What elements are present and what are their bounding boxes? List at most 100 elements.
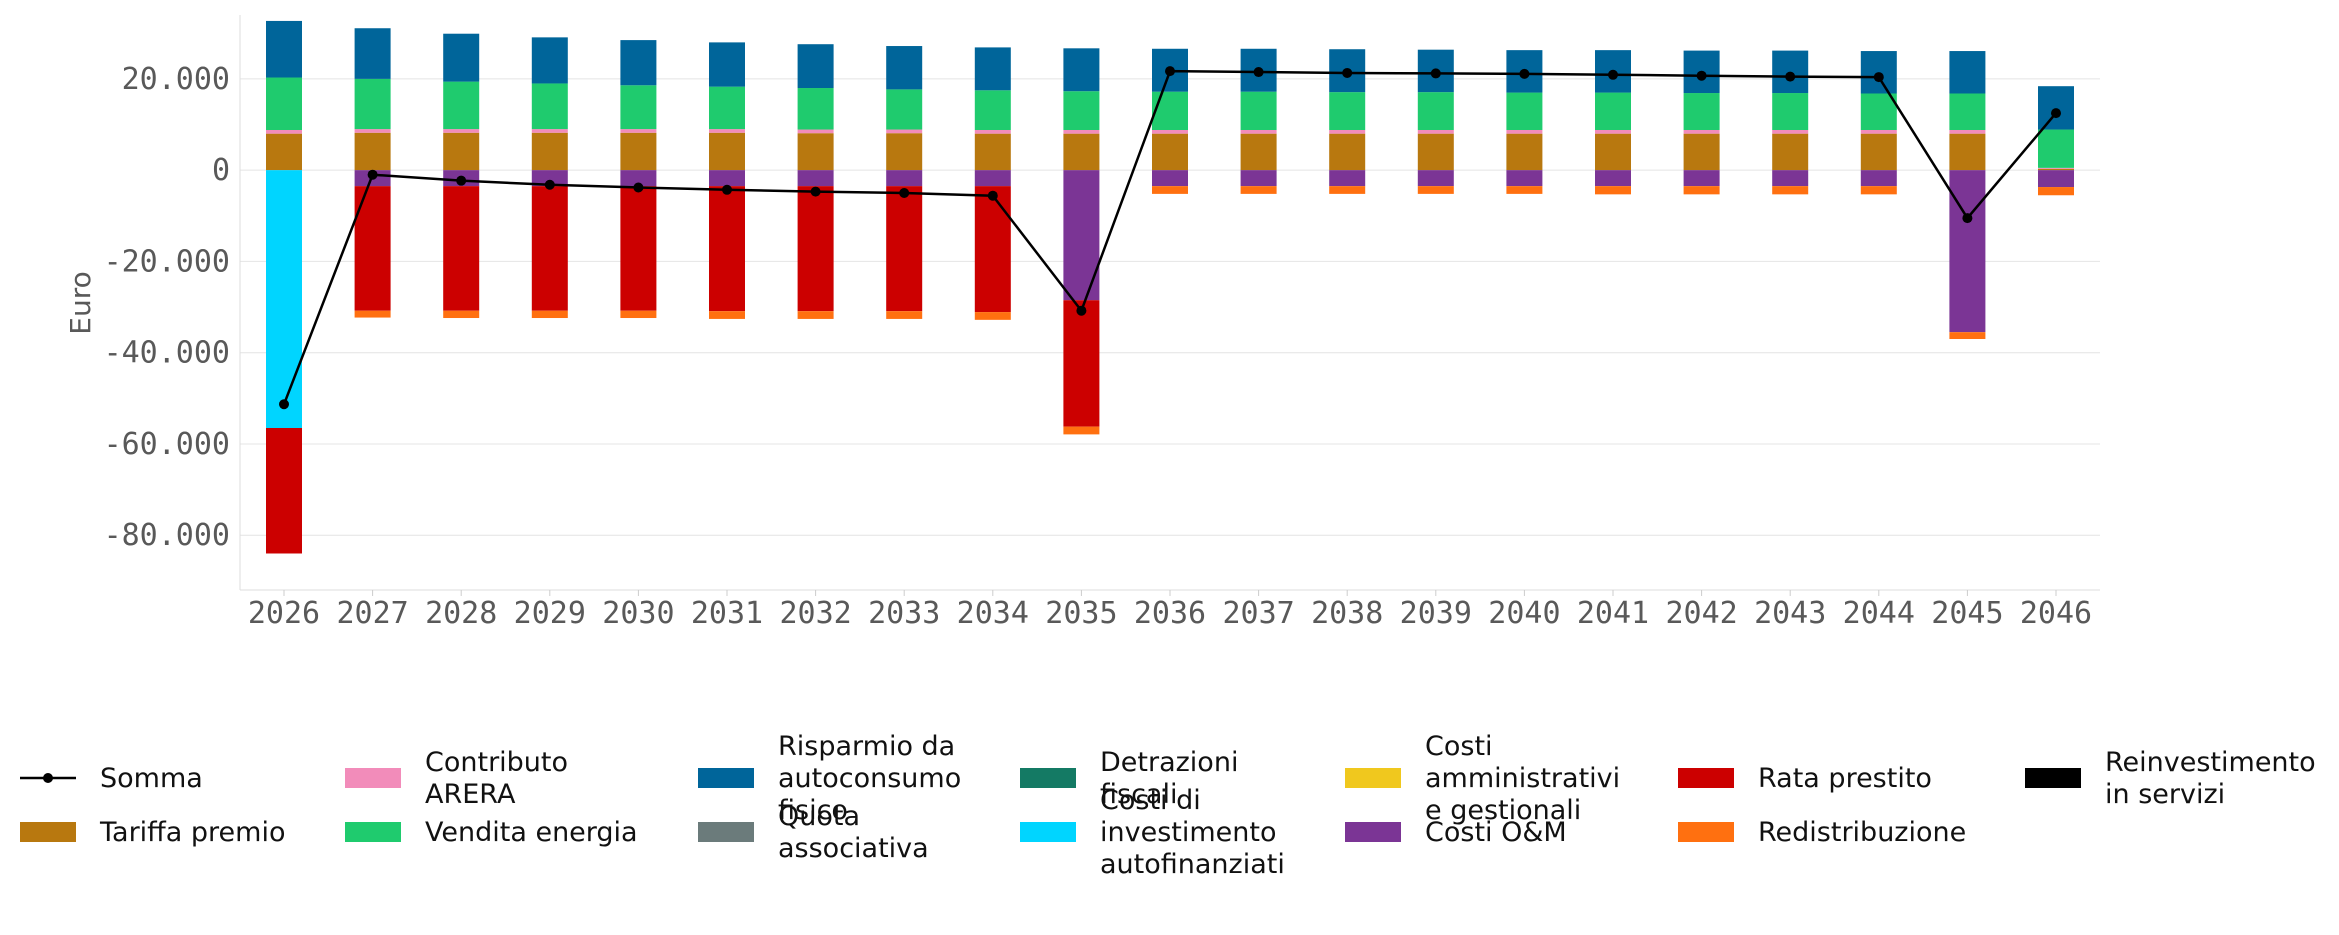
bar-segment xyxy=(1152,186,1188,194)
legend-item: Tariffa premio xyxy=(20,817,285,848)
sum-line-point xyxy=(633,182,644,193)
x-tick-label: 2031 xyxy=(691,596,763,631)
legend-label: Vendita energia xyxy=(425,817,638,848)
legend-label-line: Costi xyxy=(1425,731,1493,762)
bar-segment xyxy=(620,129,657,133)
legend-label: Tariffa premio xyxy=(99,817,285,848)
bar-segment xyxy=(531,37,568,84)
x-tick-label: 2027 xyxy=(336,596,408,631)
bar-segment xyxy=(797,170,834,187)
bar-segment xyxy=(1949,51,1986,94)
legend-label-line: Tariffa premio xyxy=(99,817,285,848)
sum-line-point xyxy=(1165,66,1175,77)
bar-segment xyxy=(531,83,568,130)
bar-segment xyxy=(1595,92,1631,130)
bar-segment xyxy=(2038,168,2074,171)
legend-label: Contributo ARERA xyxy=(425,747,568,810)
legend-swatch xyxy=(698,768,754,788)
bar-segment xyxy=(354,310,391,318)
legend-label-line: e gestionali xyxy=(1425,795,1581,826)
bar-segment xyxy=(1595,186,1631,195)
legend-label-line: Redistribuzione xyxy=(1758,817,1966,848)
x-tick-label: 2037 xyxy=(1222,596,1294,631)
sum-line-point xyxy=(1342,67,1353,78)
bar-segment xyxy=(354,129,391,133)
sum-line-point xyxy=(1519,68,1530,79)
legend-label-line: associativa xyxy=(778,833,929,864)
bar-segment xyxy=(1595,133,1631,171)
bar-segment xyxy=(1417,186,1454,194)
sum-line-point xyxy=(456,175,467,186)
legend-swatch xyxy=(1678,822,1734,842)
legend-label: Rata prestito xyxy=(1758,763,1932,794)
bar-segment xyxy=(1417,170,1454,187)
legend-label: Costi O&M xyxy=(1425,817,1567,848)
x-tick-label: 2034 xyxy=(957,596,1029,631)
legend-label-line: autofinanziati xyxy=(1100,849,1285,880)
x-tick-label: 2039 xyxy=(1400,596,1472,631)
bar-segment xyxy=(709,311,745,319)
bar-segment xyxy=(886,129,923,134)
legend-item: Costi di investimento autofinanziati xyxy=(1020,785,1285,880)
bar-segment xyxy=(1063,170,1100,301)
bar-segment xyxy=(2038,170,2074,188)
x-tick-label: 2033 xyxy=(868,596,940,631)
legend-swatch xyxy=(1678,768,1734,788)
bar-segment xyxy=(620,170,657,187)
bar-segment xyxy=(266,77,302,130)
legend-item: Reinvestimento in servizi xyxy=(2025,747,2316,810)
bar-segment xyxy=(1240,133,1277,171)
bar-segment xyxy=(1949,133,1986,171)
bar-segment xyxy=(266,20,302,78)
legend-label-line: Detrazioni xyxy=(1100,747,1238,778)
bar-segment xyxy=(1063,130,1100,134)
legend-item: Costi O&M xyxy=(1345,817,1567,848)
x-tick-label: 2026 xyxy=(248,596,320,631)
y-tick-label: -40.000 xyxy=(104,336,230,371)
bar-segment xyxy=(531,170,568,187)
bar-segment xyxy=(531,186,568,311)
bar-segment xyxy=(886,46,923,90)
legend-marker xyxy=(43,773,53,783)
bar-segment xyxy=(709,170,745,187)
bar-segment xyxy=(797,44,834,89)
bar-segment xyxy=(886,311,923,319)
legend-label-line: Somma xyxy=(100,763,203,794)
bar-segment xyxy=(797,88,834,130)
bar-segment xyxy=(1860,186,1897,195)
legend-label-line: Quota xyxy=(778,801,860,832)
sum-line-point xyxy=(722,184,732,195)
sum-line-point xyxy=(1962,213,1973,224)
sum-line-point xyxy=(2051,108,2061,119)
bar-segment xyxy=(1063,133,1100,171)
legend-label-line: Risparmio da xyxy=(778,731,955,762)
legend-label-line: autoconsumo xyxy=(778,763,961,794)
x-tick-labels: 2026 2027 2028 2029 2030 2031 2032 2033 2034 2035… xyxy=(248,596,2092,631)
bar-segment xyxy=(1152,170,1188,187)
sum-line-point xyxy=(279,399,289,410)
x-tick-label: 2040 xyxy=(1488,596,1560,631)
bar-segment xyxy=(797,133,834,171)
bar-segment xyxy=(974,186,1011,313)
legend-item: Risparmio da autoconsumo fisico xyxy=(698,731,961,826)
legend-label-line: Reinvestimento xyxy=(2105,747,2316,778)
bar-segment xyxy=(1772,170,1809,187)
bar-segment xyxy=(1772,133,1809,171)
bar-segment xyxy=(1417,133,1454,171)
legend-item: Rata prestito xyxy=(1678,763,1932,794)
bar-segment xyxy=(1860,170,1897,187)
y-tick-label: -20.000 xyxy=(104,244,230,279)
legend-swatch xyxy=(698,822,754,842)
x-tick-label: 2046 xyxy=(2020,596,2092,631)
bar-segment xyxy=(1595,170,1631,187)
y-tick-label: -80.000 xyxy=(104,518,230,553)
bars xyxy=(266,20,2074,554)
bar-segment xyxy=(709,132,745,171)
bar-segment xyxy=(1949,170,1986,333)
bar-segment xyxy=(709,129,745,133)
legend-label-line: ARERA xyxy=(425,779,516,810)
bar-segment xyxy=(2038,129,2074,168)
bar-segment xyxy=(1063,48,1100,92)
y-tick-label: 20.000 xyxy=(122,62,230,97)
bar-segment xyxy=(1063,426,1100,435)
